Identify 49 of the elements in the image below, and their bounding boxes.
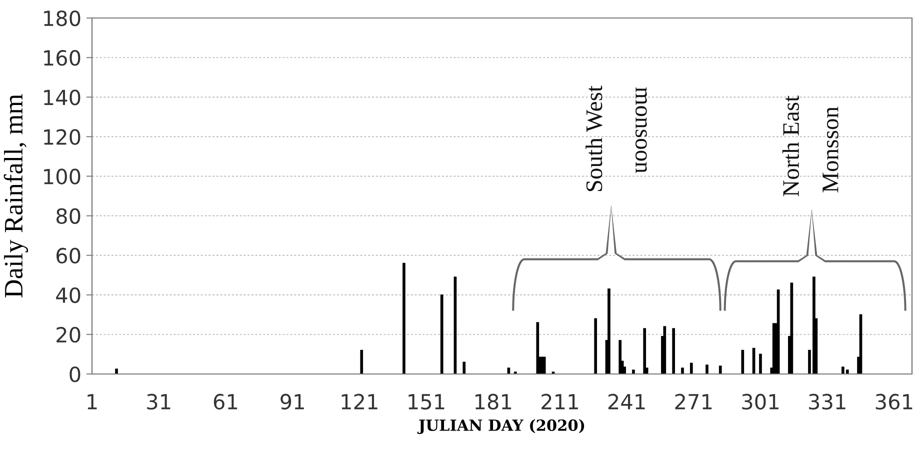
y-tick-label: 120 — [44, 129, 80, 145]
x-tick-label: 61 — [214, 394, 238, 410]
bar — [690, 362, 693, 374]
y-tick-label: 140 — [44, 90, 80, 106]
bar — [643, 328, 646, 374]
bar — [846, 370, 849, 374]
annotation: North East — [782, 95, 800, 196]
x-tick-label: 241 — [608, 394, 645, 410]
annotation: Monsson — [822, 106, 838, 192]
annotation: South West — [586, 86, 602, 192]
y-tick-label: 80 — [56, 208, 80, 224]
bar — [360, 350, 364, 374]
x-tick-label: 151 — [408, 394, 444, 410]
x-tick-label: 181 — [475, 394, 512, 410]
bar — [608, 288, 610, 374]
bar — [681, 368, 684, 374]
y-axis-title: Daily Rainfall, mm — [4, 94, 28, 298]
bar — [402, 262, 406, 374]
bar — [618, 340, 622, 374]
x-tick-label: 31 — [147, 394, 170, 410]
x-tick-label: 121 — [342, 394, 378, 410]
bar — [115, 368, 118, 374]
x-tick-label: 331 — [809, 394, 846, 410]
bar — [440, 294, 444, 374]
y-tick-label: 60 — [56, 248, 80, 264]
x-tick-label: 91 — [280, 394, 304, 410]
x-tick-label: 271 — [675, 394, 712, 410]
x-tick-label: 1 — [88, 394, 97, 410]
bar — [594, 318, 598, 374]
bar — [632, 370, 635, 374]
x-tick-label: 361 — [876, 394, 912, 410]
bar — [759, 354, 762, 374]
y-tick-label: 160 — [44, 50, 80, 66]
bar — [706, 364, 708, 374]
bar — [462, 362, 466, 374]
bar — [741, 350, 744, 374]
y-tick-label: 0 — [70, 366, 80, 382]
annotation: monsoon — [635, 87, 647, 174]
x-axis-title: JULIAN DAY (2020) — [417, 419, 584, 434]
x-tick-label: 301 — [742, 394, 778, 410]
bar — [663, 326, 666, 374]
y-tick-label: 100 — [44, 168, 80, 184]
bar — [718, 366, 722, 374]
bar — [672, 328, 675, 374]
x-tick-label: 211 — [542, 394, 578, 410]
y-tick-label: 180 — [44, 10, 80, 26]
y-tick-label: 20 — [56, 326, 80, 343]
y-tick-label: 40 — [56, 287, 80, 304]
bar — [536, 322, 540, 374]
